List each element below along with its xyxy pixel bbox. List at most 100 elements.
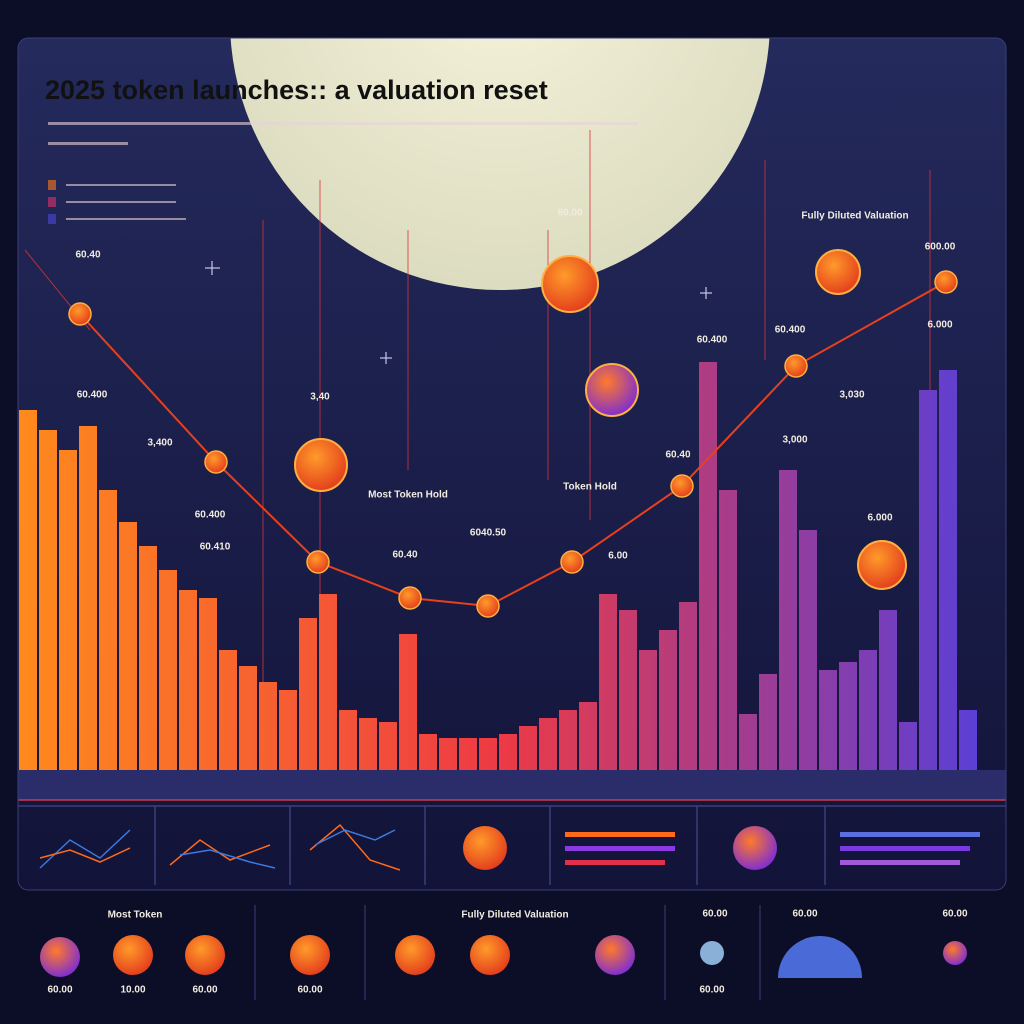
baseline-strip: [18, 770, 1006, 800]
annotation: 6.00: [608, 551, 628, 562]
footer-orbs: [40, 905, 967, 1000]
annotation: 6040.50: [470, 528, 507, 539]
bar: [319, 594, 337, 770]
bar: [379, 722, 397, 770]
annotation: 60.40: [75, 250, 100, 261]
footer-label: 60.00: [297, 985, 322, 996]
trend-point: [670, 474, 694, 498]
bar: [919, 390, 937, 770]
sparkles: [205, 261, 712, 364]
annotation: 600.00: [925, 242, 956, 253]
bar: [959, 710, 977, 770]
annotation: 6.000: [927, 320, 952, 331]
bar: [279, 690, 297, 770]
trend-point: [306, 550, 330, 574]
trend-point: [68, 302, 92, 326]
bar: [799, 530, 817, 770]
bar: [339, 710, 357, 770]
annotation: Fully Diluted Valuation: [801, 211, 908, 222]
annotation: 60.40: [665, 450, 690, 461]
bar: [479, 738, 497, 770]
annotation: 3,000: [782, 435, 807, 446]
moon: [230, 38, 770, 290]
trend-point: [560, 550, 584, 574]
footer-label: 60.00: [702, 909, 727, 920]
bar: [99, 490, 117, 770]
bar: [159, 570, 177, 770]
bar: [499, 734, 517, 770]
bar: [619, 610, 637, 770]
footer-label: 60.00: [792, 909, 817, 920]
bar: [659, 630, 677, 770]
bar: [639, 650, 657, 770]
annotation: 60.400: [195, 510, 226, 521]
annotation: 60.00: [557, 208, 582, 219]
trend-point: [934, 270, 958, 294]
annotation: 60.400: [775, 325, 806, 336]
bar: [119, 522, 137, 770]
bar: [419, 734, 437, 770]
annotation: 60.400: [697, 335, 728, 346]
bar: [739, 714, 757, 770]
bar: [299, 618, 317, 770]
bar: [39, 430, 57, 770]
trend-point: [784, 354, 808, 378]
legend-swatches: [48, 122, 638, 224]
bar: [579, 702, 597, 770]
bar: [259, 682, 277, 770]
trend-point: [398, 586, 422, 610]
bar: [539, 718, 557, 770]
bar: [59, 450, 77, 770]
footer-label: Fully Diluted Valuation: [461, 910, 568, 921]
bar: [219, 650, 237, 770]
bar: [839, 662, 857, 770]
main-panel: [18, 38, 1006, 890]
bar: [759, 674, 777, 770]
trend-point: [204, 450, 228, 474]
annotation: 60.410: [200, 542, 231, 553]
icon-orbs: [294, 249, 907, 590]
bar: [199, 598, 217, 770]
annotation: Most Token Hold: [368, 490, 448, 501]
annotation: 6.000: [867, 513, 892, 524]
bar: [359, 718, 377, 770]
annotation: 60.400: [77, 390, 108, 401]
bar: [459, 738, 477, 770]
bar: [139, 546, 157, 770]
bar: [939, 370, 957, 770]
bar: [599, 594, 617, 770]
bar: [679, 602, 697, 770]
line-layer: [68, 270, 958, 618]
chart-title: 2025 token launches:: a valuation reset: [45, 75, 548, 105]
bar: [559, 710, 577, 770]
footer-label: 60.00: [192, 985, 217, 996]
bar: [779, 470, 797, 770]
annotation: 60.40: [392, 550, 417, 561]
footer-label: 60.00: [942, 909, 967, 920]
panel-border: [17, 37, 1007, 891]
bar: [79, 426, 97, 770]
bar: [819, 670, 837, 770]
annotation: 3,030: [839, 390, 864, 401]
bar: [439, 738, 457, 770]
bars: [19, 362, 977, 770]
annotation: Token Hold: [563, 482, 617, 493]
annotation: 3,40: [310, 392, 330, 403]
footer-label: 10.00: [120, 985, 145, 996]
annotation: 3,400: [147, 438, 172, 449]
bar: [719, 490, 737, 770]
bar: [399, 634, 417, 770]
bar: [179, 590, 197, 770]
bar: [899, 722, 917, 770]
bar: [879, 610, 897, 770]
bar: [699, 362, 717, 770]
footer-label: 60.00: [47, 985, 72, 996]
trend-point: [476, 594, 500, 618]
footer-label: Most Token: [108, 910, 163, 921]
bar: [19, 410, 37, 770]
bar: [859, 650, 877, 770]
footer-label: 60.00: [699, 985, 724, 996]
bar: [239, 666, 257, 770]
